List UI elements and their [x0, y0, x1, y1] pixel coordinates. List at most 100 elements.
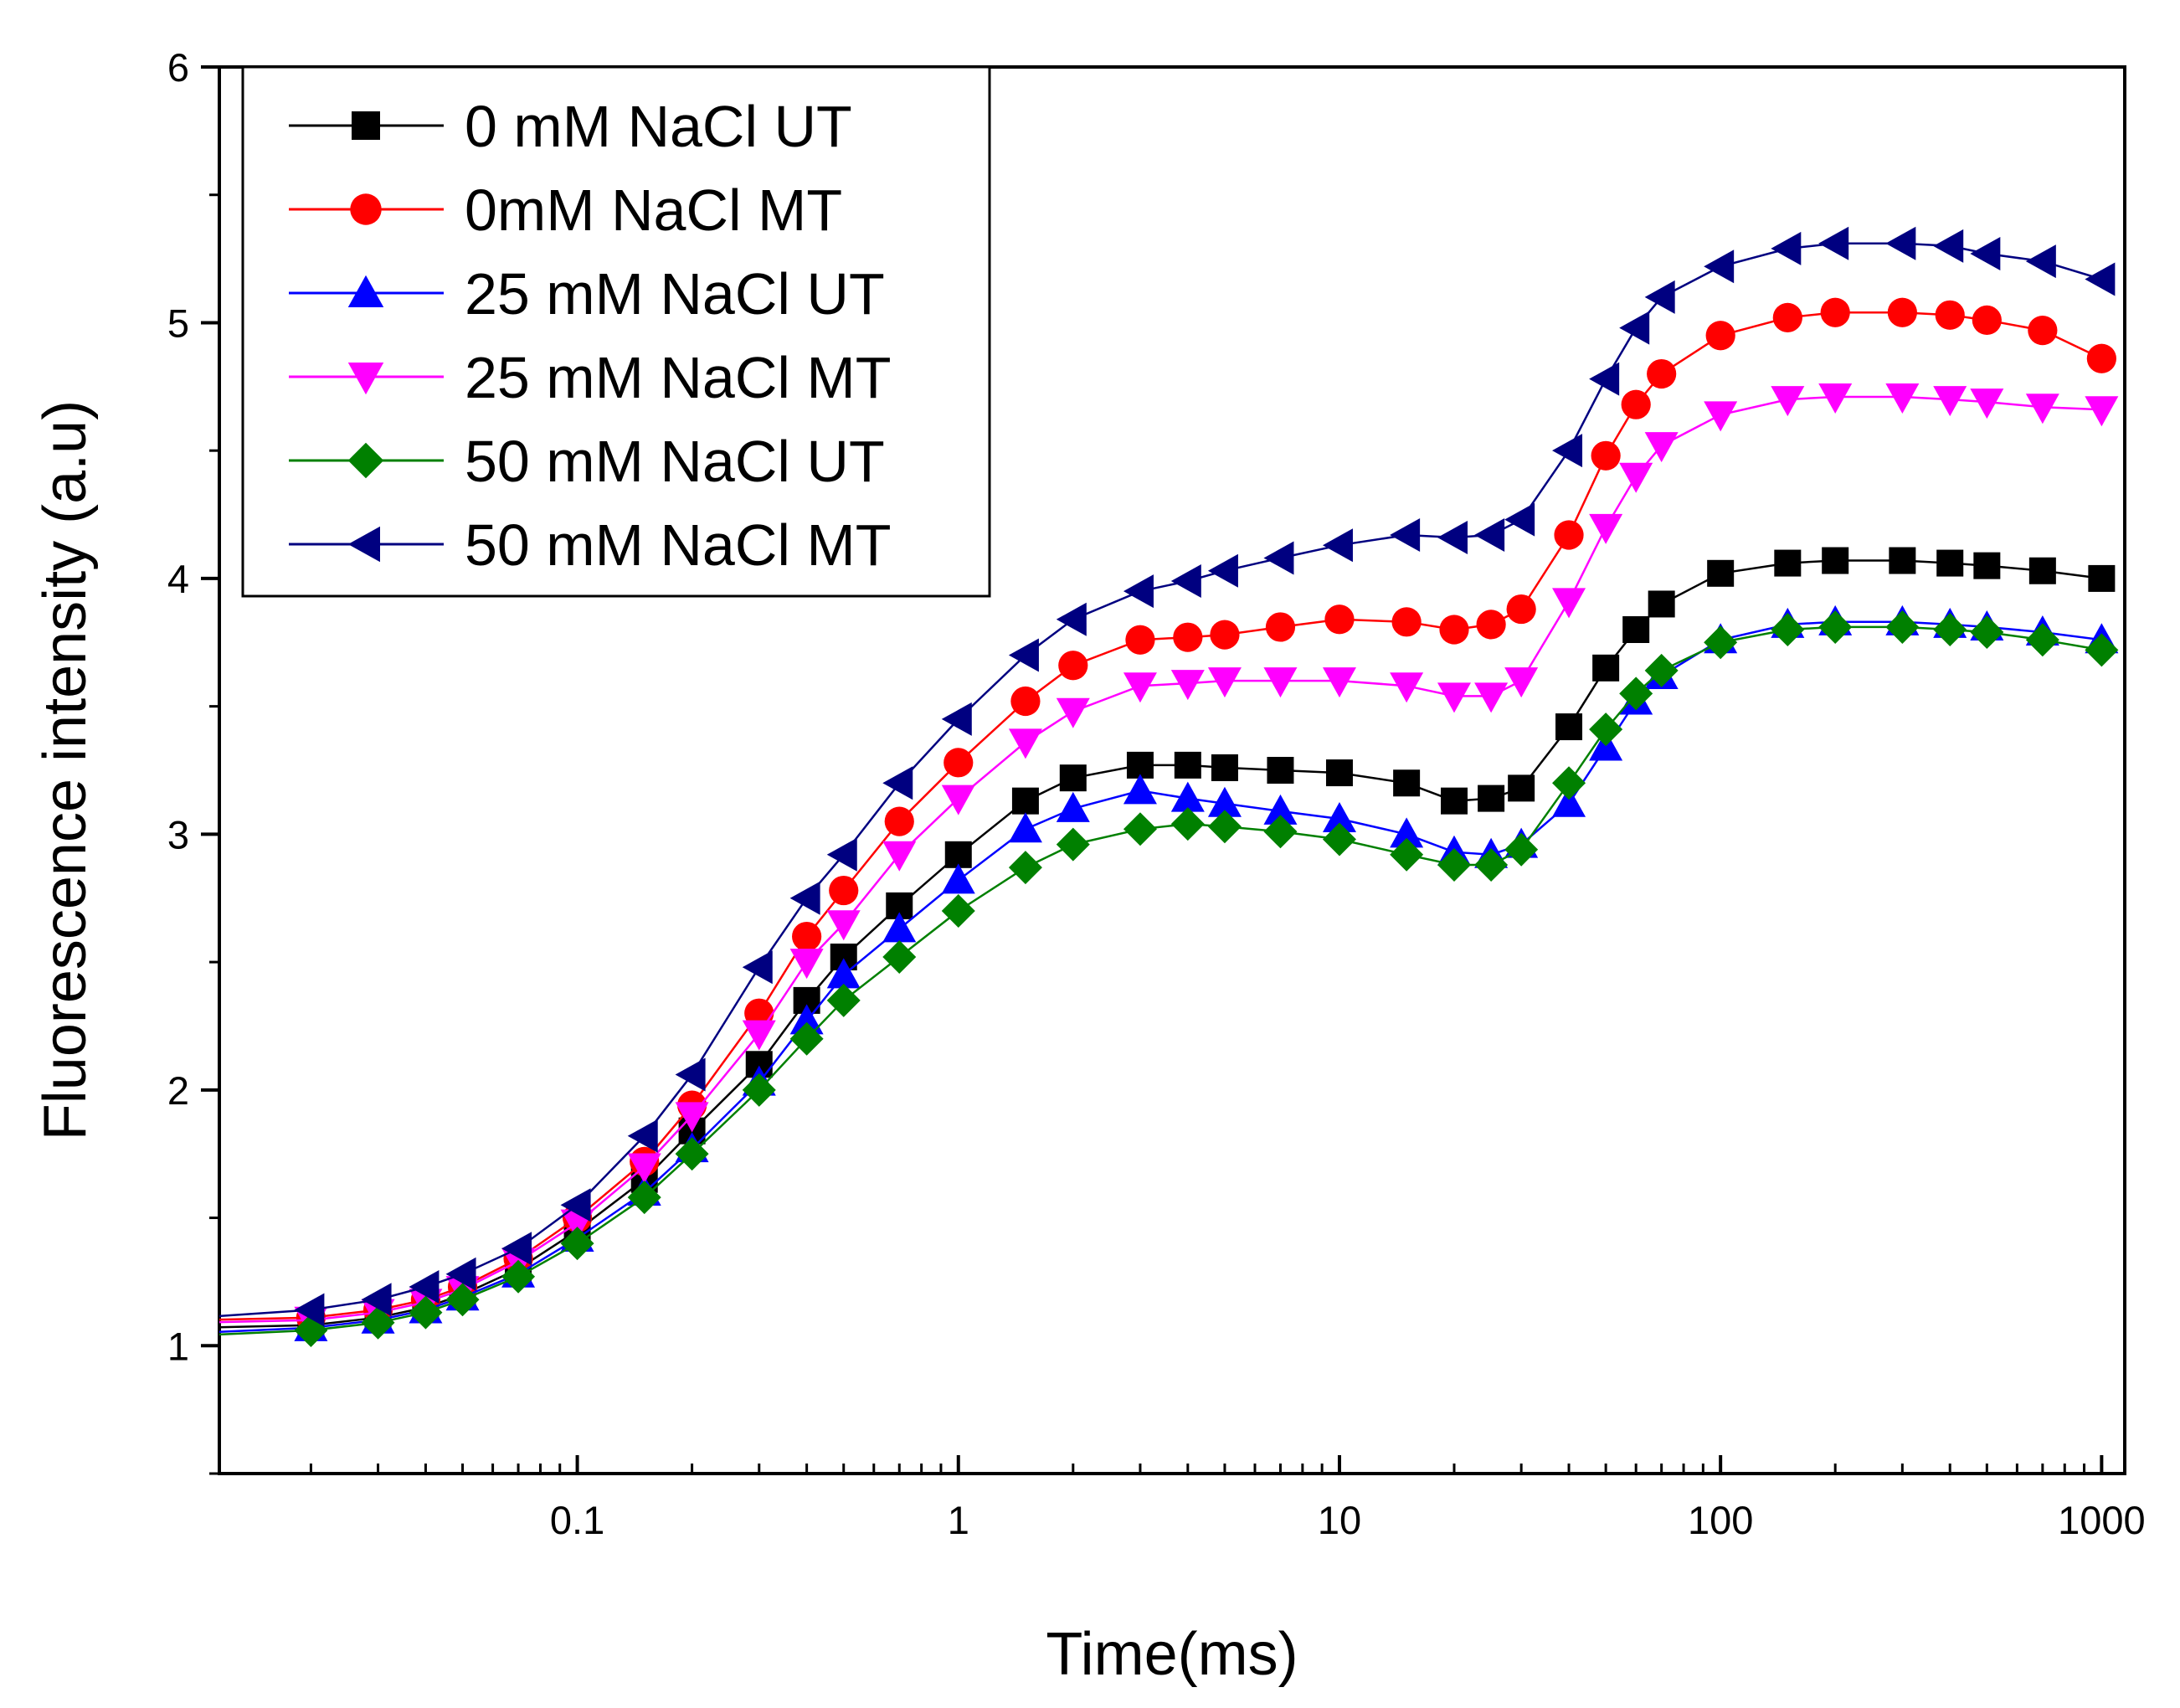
- series-25-mm-nacl-ut: [219, 604, 2119, 1341]
- x-axis-title: Time(ms): [1046, 1621, 1298, 1688]
- data-point: [1589, 713, 1623, 747]
- legend-entries: 0 mM NaCl UT 0mM NaCl MT 25 mM NaCl UT 25 m…: [289, 94, 891, 578]
- data-point: [1008, 728, 1042, 759]
- legend-item: 0 mM NaCl UT: [289, 94, 852, 159]
- data-point: [1621, 389, 1651, 419]
- data-point: [742, 1020, 776, 1051]
- plot-frame: [218, 65, 2126, 1475]
- data-point: [1555, 713, 1583, 741]
- data-point: [294, 1293, 325, 1327]
- data-point: [1390, 837, 1424, 872]
- data-point: [627, 1181, 661, 1215]
- data-point: [1322, 802, 1356, 833]
- data-point: [1707, 559, 1735, 587]
- data-point: [1771, 231, 1802, 265]
- data-point: [445, 1283, 480, 1317]
- data-point: [1648, 590, 1675, 618]
- data-point: [826, 983, 861, 1017]
- data-point: [1935, 300, 1965, 330]
- data-point: [941, 863, 975, 894]
- legend-label: 0 mM NaCl UT: [465, 94, 852, 159]
- x-axis: 0.1 1 10 100 1000: [309, 1455, 2146, 1542]
- data-point: [1818, 383, 1853, 414]
- data-point: [1437, 848, 1471, 882]
- legend-marker: [352, 111, 380, 140]
- y-axis-title: Fluorescence intensity (a.u): [32, 400, 99, 1140]
- series-50-mm-nacl-mt: [219, 226, 2116, 1327]
- data-point: [1820, 297, 1850, 327]
- data-point: [501, 1232, 532, 1266]
- data-point: [884, 806, 914, 836]
- legend-marker: [347, 275, 384, 307]
- data-point: [1589, 513, 1623, 544]
- data-point: [742, 1073, 776, 1107]
- data-point: [1123, 672, 1157, 703]
- x-tick-label: 10: [1318, 1498, 1361, 1542]
- data-point: [1056, 827, 1090, 862]
- data-point: [501, 1259, 536, 1294]
- data-point: [1970, 236, 2001, 270]
- data-point: [1170, 781, 1205, 812]
- data-point: [560, 1227, 594, 1261]
- data-point: [1822, 547, 1849, 574]
- data-point: [1439, 615, 1469, 645]
- data-point: [1933, 386, 1967, 417]
- data-point: [1174, 751, 1201, 779]
- data-point: [1437, 682, 1471, 713]
- data-point: [1207, 810, 1242, 844]
- data-point: [1705, 321, 1735, 351]
- data-point: [1265, 612, 1296, 642]
- x-tick-label: 0.1: [550, 1498, 604, 1542]
- data-point: [1207, 786, 1242, 817]
- data-point: [2086, 343, 2116, 373]
- legend-item: 0mM NaCl MT: [289, 177, 842, 243]
- data-point: [675, 1057, 706, 1092]
- data-point: [1771, 386, 1805, 417]
- data-point: [1123, 774, 1157, 805]
- data-point: [789, 881, 820, 915]
- data-point: [1644, 280, 1675, 314]
- data-point: [1440, 787, 1468, 815]
- y-axis: 1 2 3 4 5 6: [167, 45, 219, 1475]
- data-point: [1704, 625, 1738, 660]
- data-point: [1504, 832, 1539, 867]
- data-point: [1552, 786, 1586, 817]
- data-point: [1056, 602, 1087, 636]
- data-point: [1207, 553, 1238, 588]
- data-point: [1772, 302, 1802, 332]
- data-point: [1008, 638, 1039, 672]
- data-point: [1592, 654, 1620, 682]
- data-point: [941, 894, 975, 928]
- data-point: [1552, 588, 1586, 619]
- data-point: [1704, 250, 1735, 284]
- y-tick-label: 6: [167, 45, 189, 90]
- data-point: [1011, 787, 1039, 815]
- data-point: [1059, 764, 1087, 792]
- data-point: [1619, 677, 1653, 711]
- legend-marker: [350, 193, 382, 225]
- data-point: [1437, 521, 1468, 555]
- data-point: [1322, 822, 1356, 857]
- data-point: [1476, 610, 1506, 640]
- data-point: [2085, 396, 2119, 427]
- series-line: [219, 620, 2102, 1334]
- data-point: [1173, 622, 1203, 652]
- data-point: [1774, 549, 1802, 577]
- data-point: [2088, 564, 2116, 592]
- data-point: [1056, 791, 1090, 822]
- data-point: [1554, 520, 1584, 550]
- data-point: [1267, 757, 1294, 784]
- data-point: [1506, 594, 1536, 625]
- data-point: [882, 912, 917, 943]
- data-point: [826, 958, 861, 989]
- data-point: [1170, 670, 1205, 701]
- data-point: [1390, 517, 1421, 552]
- data-point: [1325, 759, 1353, 787]
- data-point: [445, 1257, 476, 1291]
- data-point: [1818, 226, 1849, 260]
- data-point: [361, 1305, 395, 1340]
- data-point: [1210, 620, 1240, 650]
- data-point: [1263, 541, 1294, 575]
- data-point: [409, 1295, 443, 1330]
- data-point: [1591, 440, 1621, 471]
